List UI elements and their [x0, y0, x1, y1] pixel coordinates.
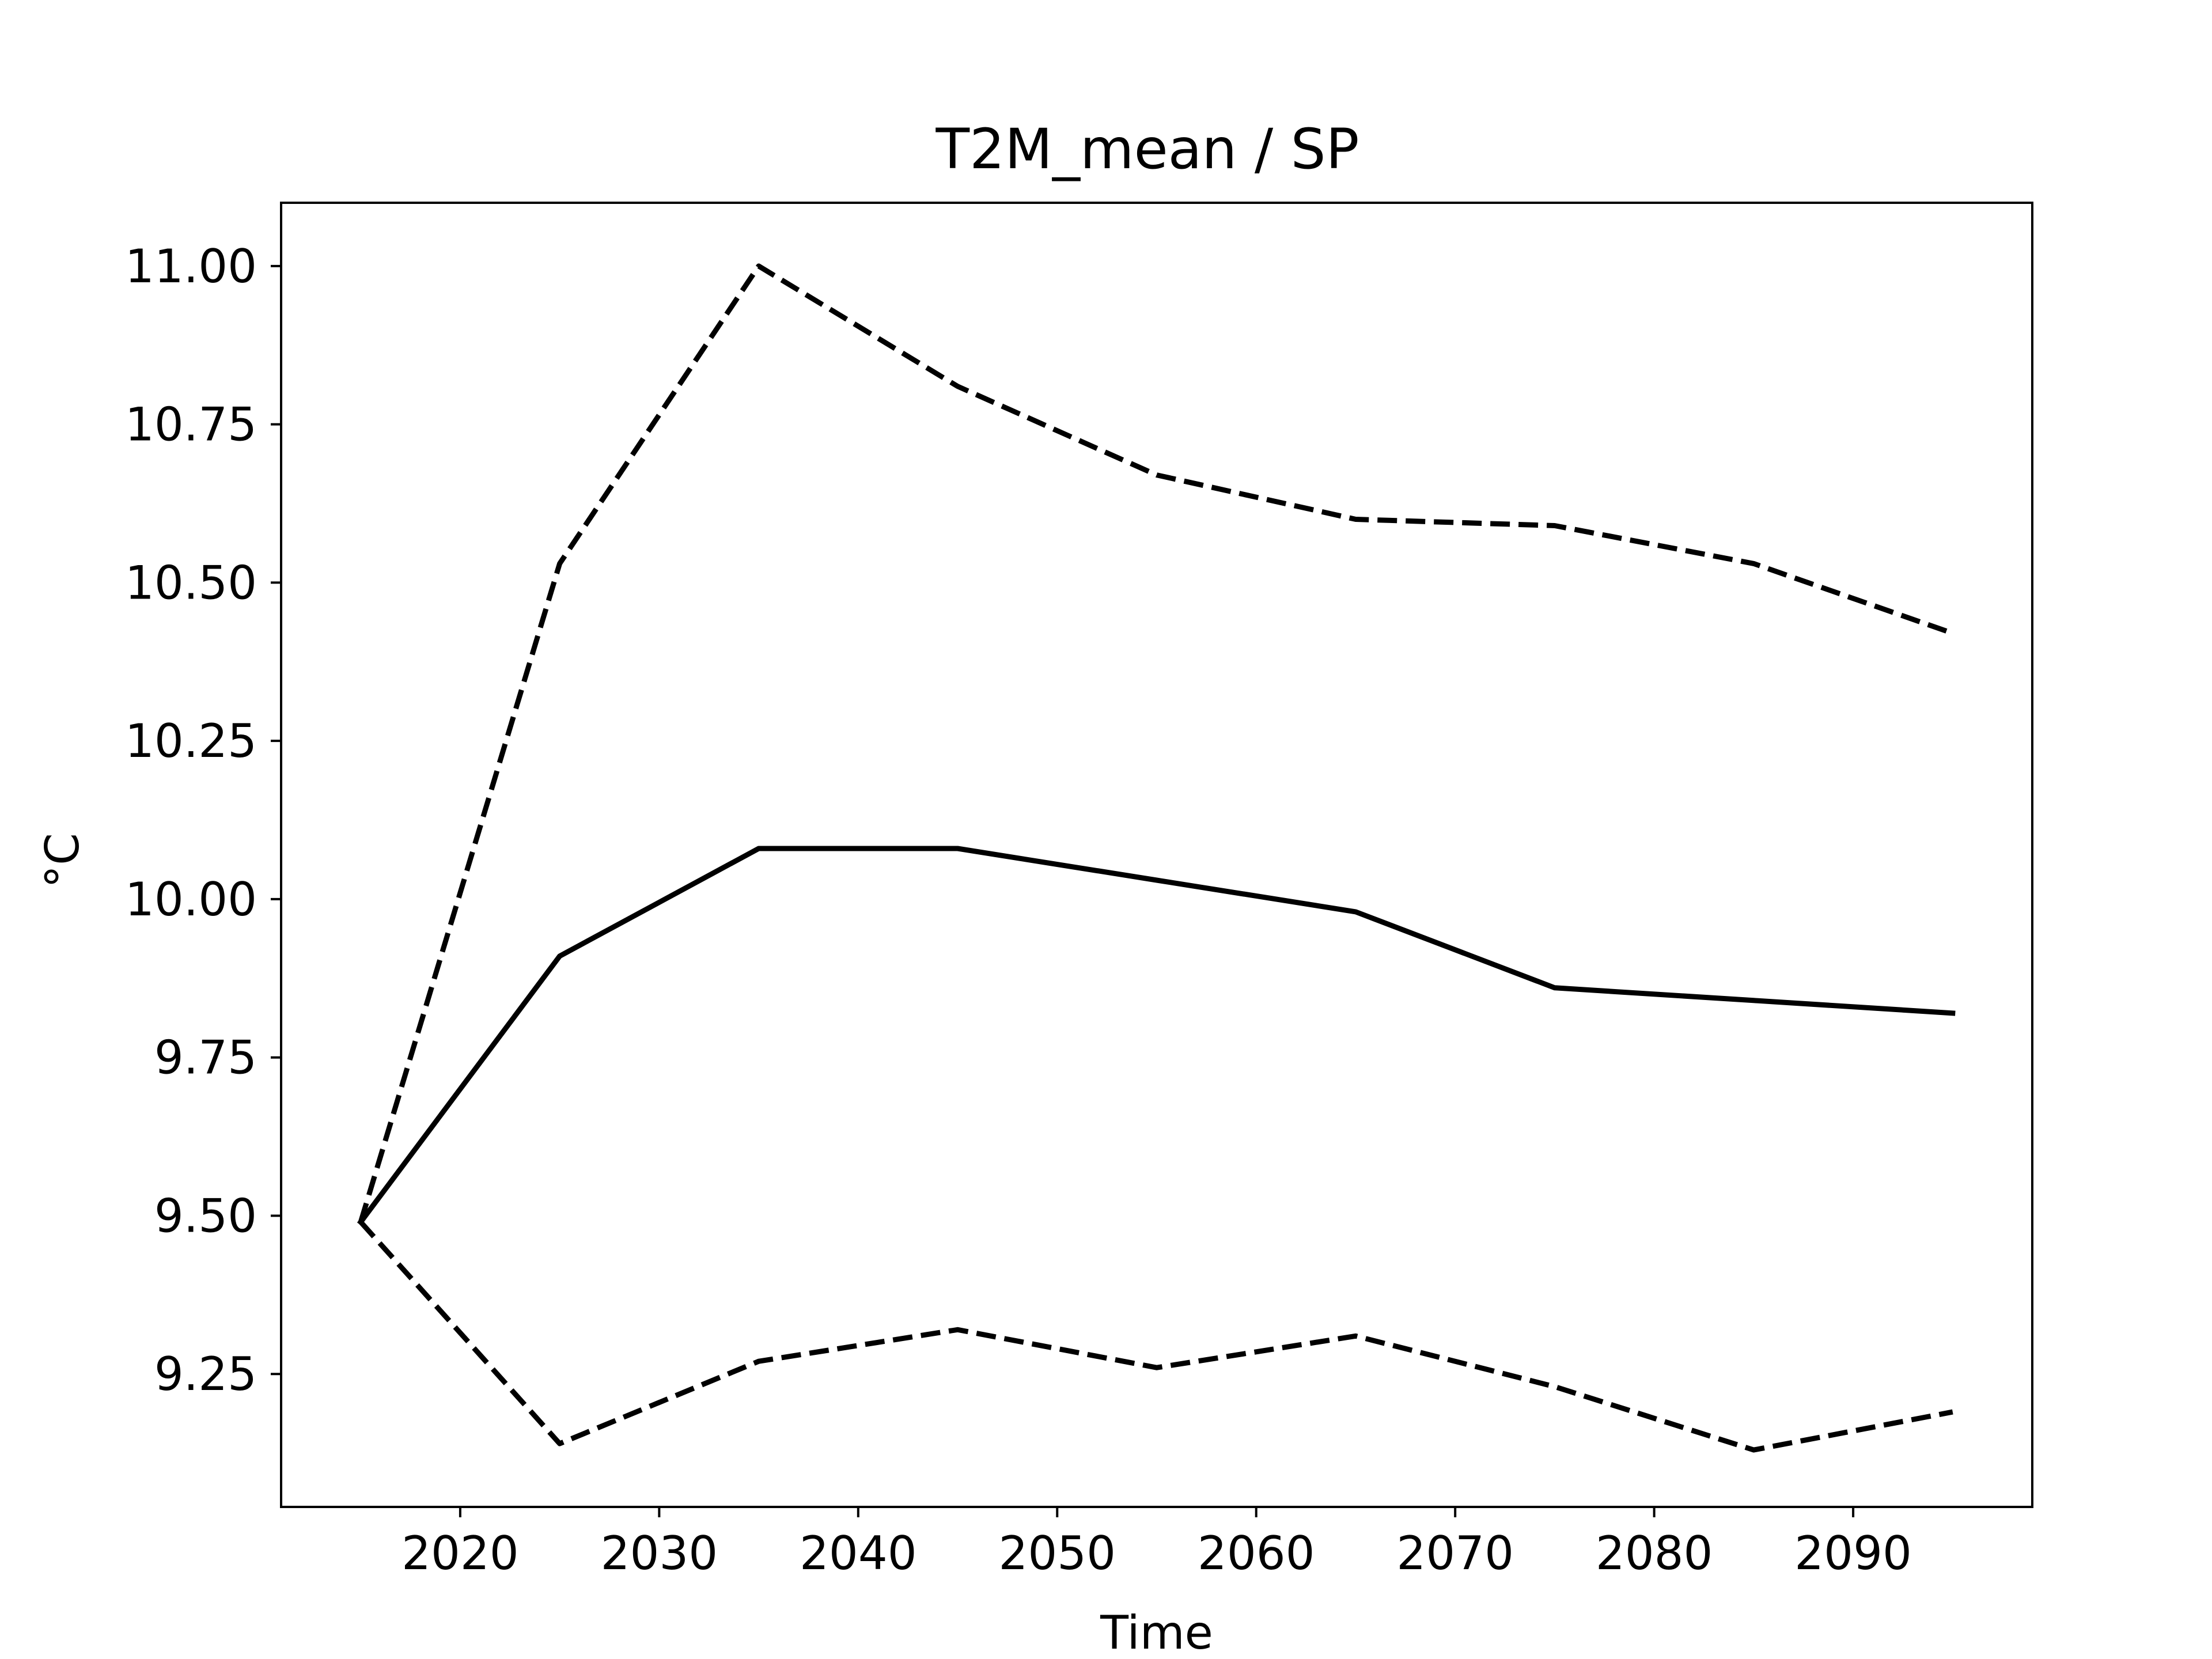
x-tick-label: 2050: [998, 1527, 1116, 1580]
y-tick-label: 10.00: [125, 873, 257, 926]
plot-frame: [280, 202, 2033, 1508]
x-tick-label: 2020: [402, 1527, 519, 1580]
y-axis-label: °C: [36, 833, 89, 888]
x-tick-label: 2090: [1794, 1527, 1912, 1580]
x-tick-label: 2060: [1198, 1527, 1315, 1580]
y-tick-label: 10.50: [125, 556, 257, 609]
x-tick-label: 2080: [1596, 1527, 1713, 1580]
series-layer: [357, 263, 1956, 1453]
y-tick-label: 9.25: [154, 1347, 257, 1401]
chart-title: T2M_mean / SP: [935, 117, 1359, 181]
y-tick-label: 10.25: [125, 714, 257, 768]
x-axis-label: Time: [1100, 1606, 1213, 1659]
x-tick-label: 2030: [601, 1527, 718, 1580]
x-tick-label: 2040: [800, 1527, 917, 1580]
series-line-2-solid: [357, 846, 1956, 1226]
x-tick-label: 2070: [1396, 1527, 1514, 1580]
x-axis: 2020 2030 2040 2050 2060 2070 2080 2090: [402, 1507, 1912, 1580]
y-tick-label: 10.75: [125, 398, 257, 452]
y-tick-label: 9.50: [154, 1189, 257, 1243]
y-axis: 9.25 9.50 9.75 10.00 10.25 10.50 10.75 11.00: [125, 240, 281, 1401]
series-line-1-dashed: [358, 263, 1954, 1223]
y-tick-label: 11.00: [125, 240, 257, 293]
series-line-3-dashed: [358, 1220, 1953, 1453]
y-tick-label: 9.75: [154, 1031, 257, 1085]
